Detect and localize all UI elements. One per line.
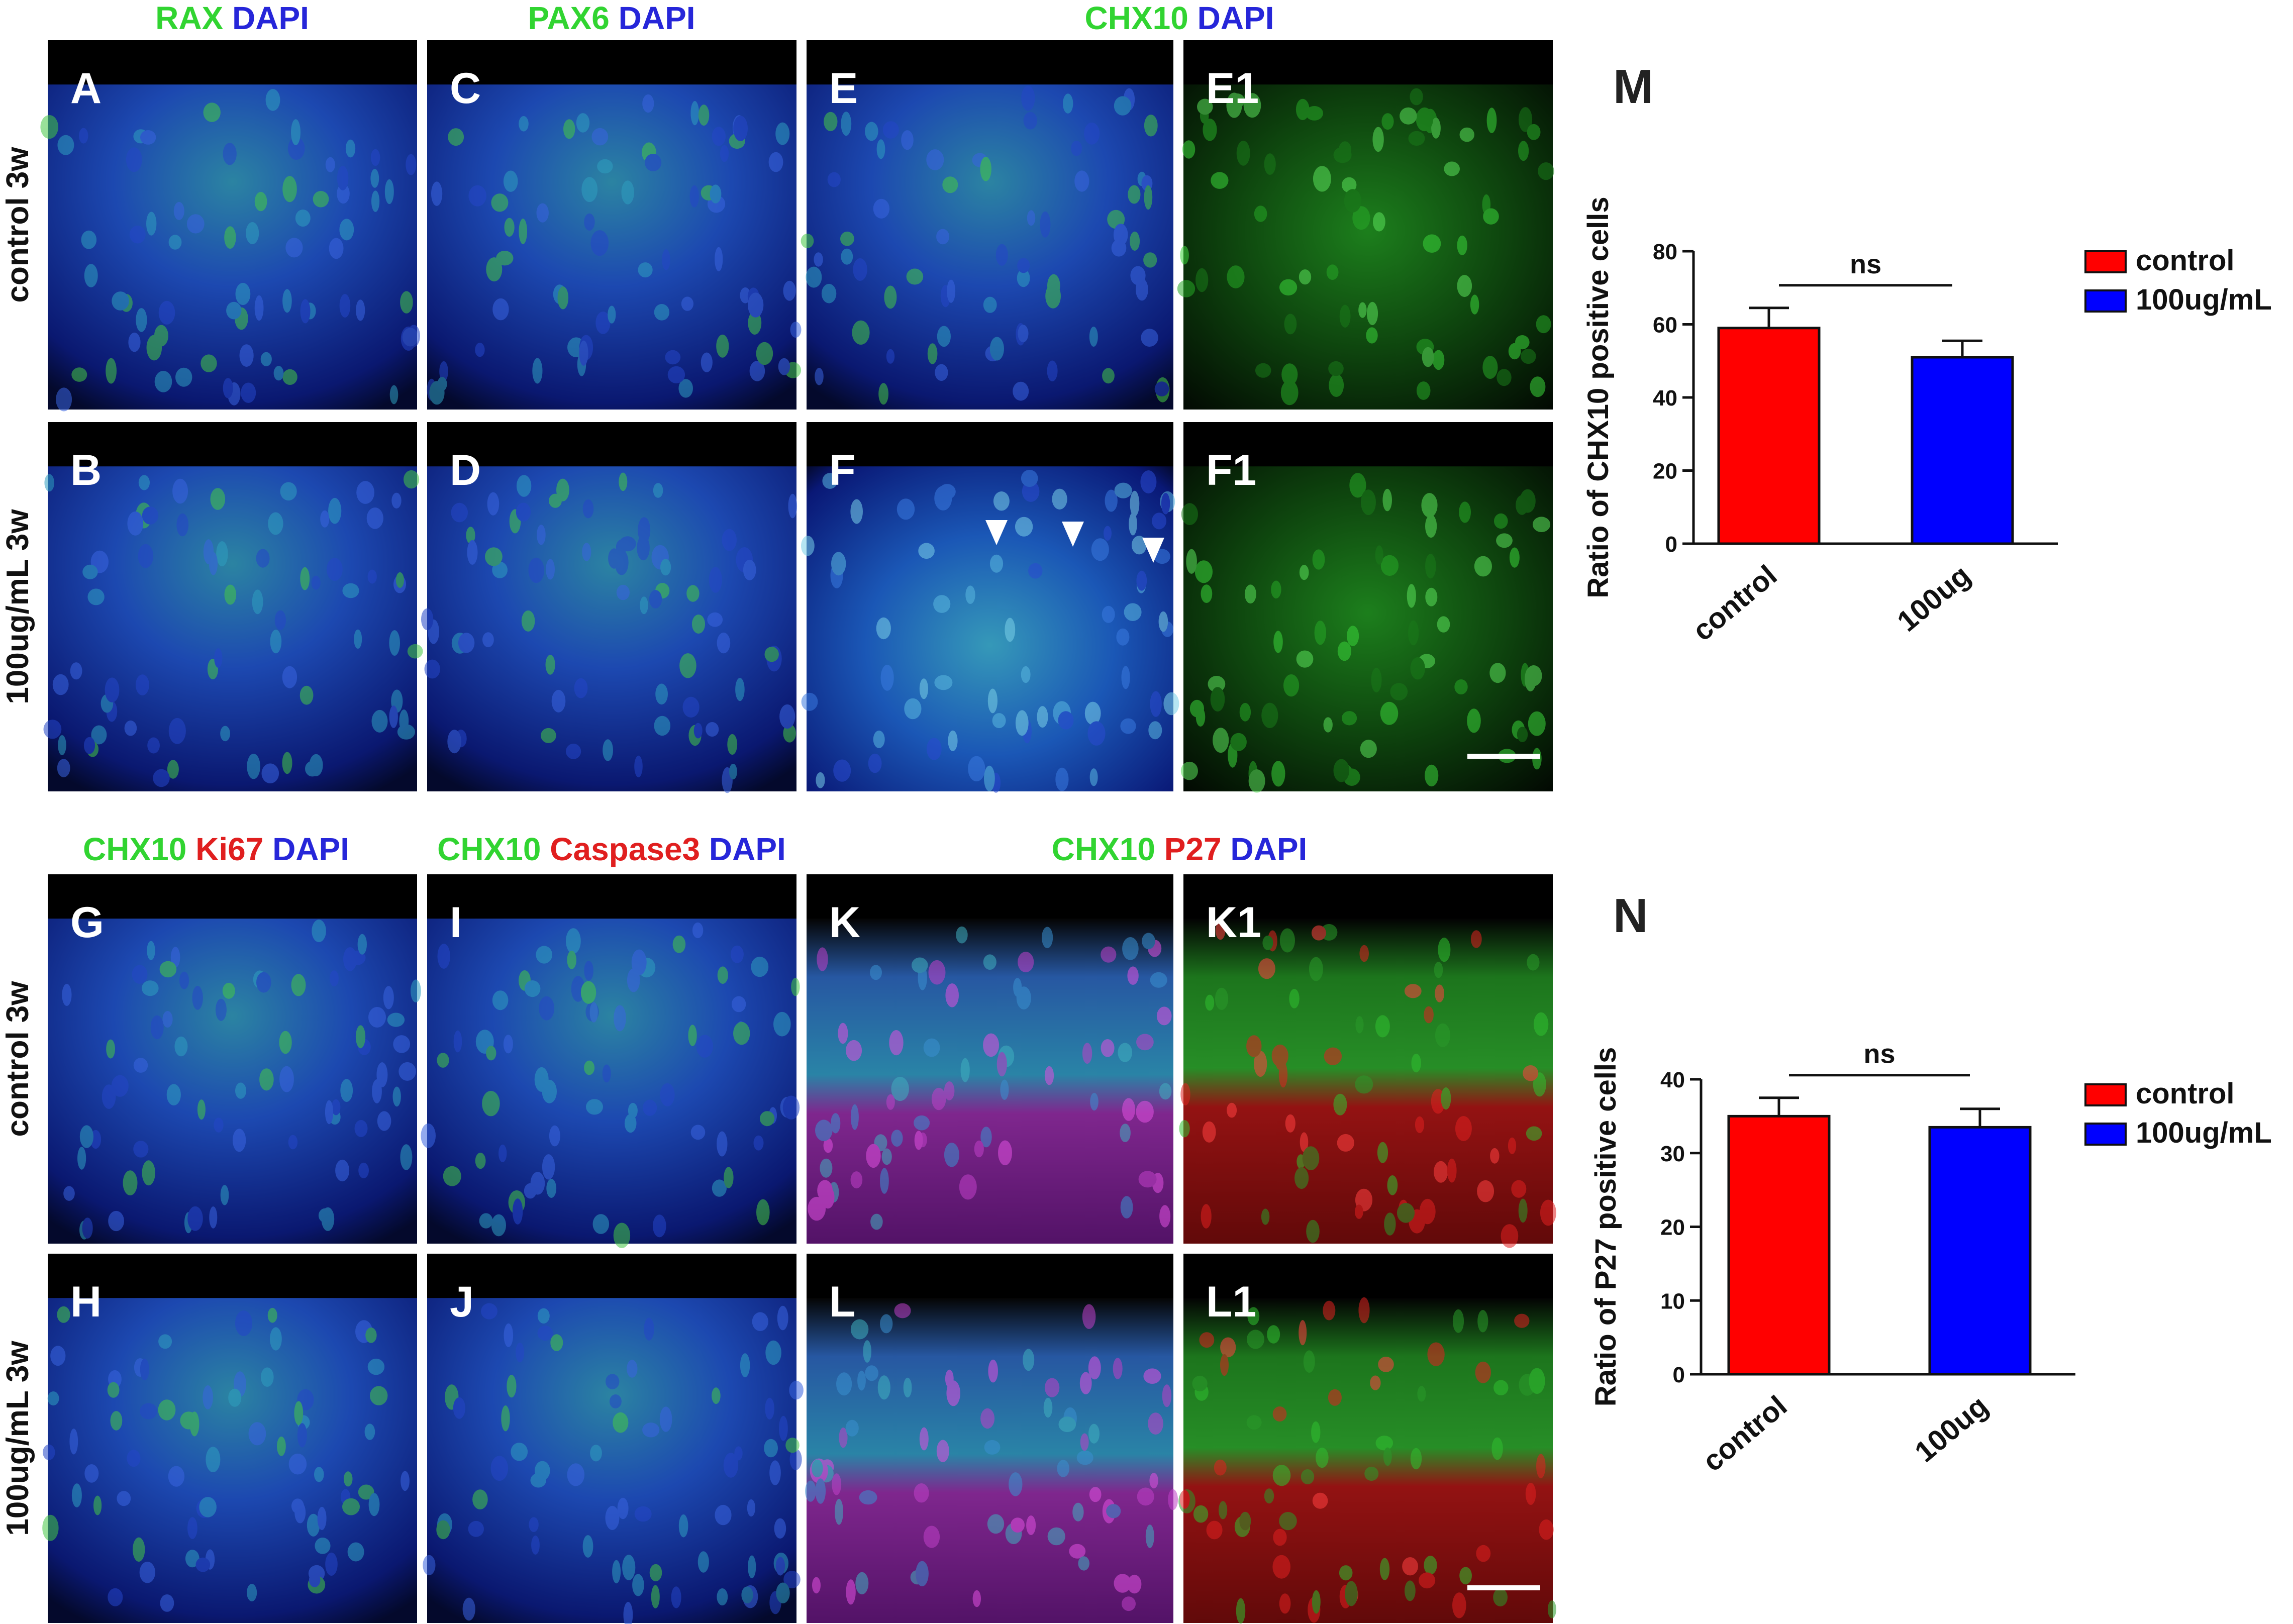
micrograph-panel-b: B [43,422,423,791]
scale-bar [1467,754,1540,759]
legend-label-1: 100ug/mL [2136,283,2272,316]
panel-label-l: L [829,1278,856,1326]
micrograph-panel-j: J [423,1254,804,1624]
category-label-control: control [1686,559,1783,647]
panel-label-g: G [70,898,104,947]
y-tick-label: 10 [1660,1289,1685,1313]
bar-chart-m: M 0 20 40 60 80 Ratio of CHX10 positive cells c… [1582,60,2272,647]
channel-header-h-rax: RAX DAPI [155,0,309,36]
y-tick-label: 0 [1673,1363,1685,1387]
micrograph-panel-k: K [807,874,1173,1244]
panel-label-f1: F1 [1206,446,1256,494]
channel-header-h-chx10-ki67: CHX10 Ki67 DAPI [83,831,349,867]
micrograph-panel-l1: L1 [1178,1254,1556,1624]
legend-swatch-1 [2084,1123,2127,1146]
panel-label-h: H [70,1278,102,1326]
y-tick-label: 40 [1660,1068,1685,1092]
row-label-treated-3w-3: 100ug/mL 3w [1,1341,35,1536]
y-tick-label: 80 [1653,240,1677,264]
channel-header-h-pax6: PAX6 DAPI [528,0,695,36]
micrograph-panel-f1: F1 [1180,422,1553,793]
significance-label: ns [1863,1039,1895,1069]
micrograph-panel-e1: E1 [1177,40,1554,410]
legend-swatch-0 [2084,250,2127,273]
legend-label-0: control [2136,1077,2235,1110]
scale-bar [1467,1585,1540,1590]
panel-label-e: E [829,64,858,113]
panel-label-k: K [829,898,860,947]
arrowhead-icon [1062,522,1084,547]
arrowhead-icon [985,520,1008,545]
bar-chart-n: N 0 10 20 30 40 Ratio of P27 positive cells con… [1589,889,2272,1478]
panel-label-e1: E1 [1206,64,1259,113]
bar-100ug [1911,356,2014,545]
channel-header-h-chx10: CHX10 DAPI [1085,0,1274,36]
category-label-100ug: 100ug [1891,559,1976,638]
micrograph-panel-d: D [421,422,797,793]
bar-100ug [1928,1126,2032,1376]
bar-control [1717,327,1821,545]
micrograph-panel-k1: K1 [1179,874,1556,1248]
legend-swatch-0 [2084,1083,2127,1106]
y-tick-label: 20 [1660,1215,1685,1240]
panel-label-a: A [70,64,102,113]
row-label-control-3w-2: control 3w [1,981,35,1137]
legend-swatch-1 [2084,289,2127,313]
micrograph-panel-f: F [801,422,1179,793]
legend-label-0: control [2136,244,2235,277]
chart-panel-label: M [1613,60,1653,114]
micrograph-panel-c: C [427,40,802,410]
panel-label-f: F [829,446,856,494]
bar-control [1727,1114,1831,1376]
panel-label-d: D [450,446,481,494]
row-label-control-3w-0: control 3w [1,147,35,303]
panel-label-l1: L1 [1206,1278,1256,1326]
chart-panel-label: N [1613,889,1648,943]
micrograph-panel-e: E [801,40,1173,410]
panel-label-b: B [70,446,102,494]
micrograph-panel-i: I [421,874,800,1248]
category-label-100ug: 100ug [1909,1389,1994,1469]
significance-label: ns [1850,249,1881,279]
panel-label-i: I [450,898,462,947]
y-axis-label: Ratio of CHX10 positive cells [1582,196,1615,598]
micrograph-panel-a: A [40,40,420,412]
legend-label-1: 100ug/mL [2136,1116,2272,1149]
y-tick-label: 30 [1660,1142,1685,1166]
category-label-control: control [1697,1389,1793,1478]
micrograph-panel-g: G [48,874,421,1244]
micrograph-panel-l: L [805,1254,1178,1623]
y-tick-label: 20 [1653,459,1677,484]
y-tick-label: 0 [1665,532,1677,557]
channel-header-h-chx10-p27: CHX10 P27 DAPI [1052,831,1308,867]
panel-label-c: C [450,64,481,113]
channel-header-h-chx10-caspase3: CHX10 Caspase3 DAPI [437,831,786,867]
row-label-treated-3w-1: 100ug/mL 3w [1,509,35,704]
y-tick-label: 60 [1653,313,1677,338]
y-axis-label: Ratio of P27 positive cells [1589,1047,1622,1407]
micrograph-panel-h: H [42,1254,417,1623]
arrowhead-icon [1142,538,1164,563]
panel-label-k1: K1 [1206,898,1261,947]
panel-label-j: J [450,1278,474,1326]
y-tick-label: 40 [1653,386,1677,411]
